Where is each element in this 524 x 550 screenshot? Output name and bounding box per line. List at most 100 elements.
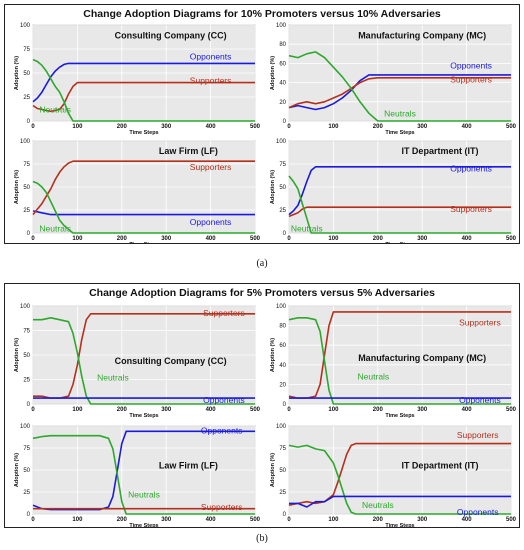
panel-title: IT Department (IT) [401,146,478,156]
series-label-opponents: Opponents [450,60,492,70]
x-tick-label: 0 [287,124,291,130]
x-tick-label: 100 [72,517,83,523]
x-tick-label: 200 [117,124,128,130]
series-line-supporters [32,160,255,216]
x-tick-label: 200 [117,236,128,242]
x-tick-label: 0 [31,236,35,242]
y-tick-label: 20 [279,100,286,106]
y-tick-label: 50 [23,185,30,191]
x-tick-label: 400 [206,407,217,413]
figure-b-caption: (b) [256,533,268,544]
y-tick-label: 50 [23,468,30,474]
y-axis-label: Adoption (%) [270,170,276,204]
series-line-neutrals [32,180,255,234]
x-tick-label: 500 [250,517,261,523]
y-tick-label: 20 [279,382,286,388]
series-line-opponents [288,166,511,216]
y-tick-label: 0 [283,402,287,408]
y-tick-label: 50 [279,185,286,191]
y-tick-label: 75 [23,162,30,168]
x-tick-label: 400 [206,236,217,242]
series-line-neutrals [32,58,255,122]
y-tick-label: 25 [23,378,30,384]
y-tick-label: 0 [27,512,31,518]
series-label-opponents: Opponents [459,395,501,405]
chart-panel-it-department-it: 0 100 200 300 400 500 0 25 50 75 100 Time Steps Adop… [270,424,517,527]
x-tick-label: 0 [31,517,35,523]
y-tick-label: 100 [20,304,31,310]
y-axis-label: Adoption (%) [14,453,20,487]
x-tick-label: 400 [462,407,473,413]
series-label-neutrals: Neutrals [384,108,416,118]
series-label-opponents: Opponents [457,507,499,517]
y-tick-label: 100 [276,424,287,430]
x-axis-label: Time Steps [129,413,158,419]
chart-panel-manufacturing-company-mc: 0 100 200 300 400 500 0 20 40 60 80 100 Time Steps Ad… [270,304,517,419]
y-axis-label: Adoption (%) [14,338,20,372]
y-tick-label: 60 [279,343,286,349]
panel-title: Manufacturing Company (MC) [358,353,486,363]
series-line-supporters [32,81,255,113]
x-tick-label: 200 [117,517,128,523]
panel-title: Law Firm (LF) [159,146,218,156]
figure-a-title: Change Adoption Diagrams for 10% Promote… [83,8,441,20]
y-tick-label: 100 [20,139,31,145]
x-tick-label: 0 [287,517,291,523]
y-tick-label: 0 [27,402,31,408]
y-tick-label: 100 [276,139,287,145]
y-tick-label: 100 [20,424,31,430]
y-tick-label: 50 [23,353,30,359]
y-axis-label: Adoption (%) [14,170,20,204]
series-line-opponents [288,74,511,111]
x-axis-label: Time Steps [385,413,414,419]
x-tick-label: 500 [250,124,261,130]
series-label-neutrals: Neutrals [362,500,394,510]
x-tick-label: 500 [250,236,261,242]
series-label-opponents: Opponents [190,52,232,62]
series-line-neutrals [288,444,511,515]
series-label-opponents: Opponents [450,164,492,174]
x-tick-label: 500 [506,517,517,523]
y-tick-label: 25 [23,490,30,496]
series-line-supporters [288,77,511,109]
x-tick-label: 100 [72,236,83,242]
series-label-supporters: Supporters [450,204,492,214]
y-tick-label: 100 [276,304,287,310]
y-tick-label: 0 [27,119,31,125]
x-tick-label: 400 [206,517,217,523]
y-tick-label: 0 [283,119,287,125]
y-tick-label: 0 [27,231,31,237]
y-axis-label: Adoption (%) [270,338,276,372]
x-tick-label: 100 [328,517,339,523]
x-axis-label: Time Steps [385,523,414,527]
series-label-supporters: Supporters [459,318,501,328]
series-line-supporters [288,206,511,218]
x-tick-label: 200 [373,407,384,413]
y-tick-label: 40 [279,81,286,87]
series-label-opponents: Opponents [203,395,245,405]
series-line-neutrals [288,51,511,122]
y-tick-label: 25 [279,208,286,214]
x-tick-label: 0 [31,407,35,413]
chart-panel-manufacturing-company-mc: 0 100 200 300 400 500 0 20 40 60 80 100 Time Steps Ad… [270,23,517,136]
figure-b: Change Adoption Diagrams for 5% Promoter… [4,283,520,528]
x-tick-label: 400 [462,236,473,242]
panel-title: Consulting Company (CC) [115,31,227,41]
y-tick-label: 75 [23,446,30,452]
x-tick-label: 200 [373,124,384,130]
series-label-supporters: Supporters [203,308,245,318]
series-line-opponents [32,210,255,216]
series-line-neutrals [288,316,511,405]
x-tick-label: 500 [506,124,517,130]
y-tick-label: 100 [276,23,287,29]
figure-a: Change Adoption Diagrams for 10% Promote… [4,4,520,244]
chart-panel-law-firm-lf: 0 100 200 300 400 500 0 25 50 75 100 Time Steps Adop… [14,424,261,527]
y-tick-label: 60 [279,61,286,67]
x-tick-label: 500 [250,407,261,413]
series-label-neutrals: Neutrals [39,104,71,114]
series-label-supporters: Supporters [190,162,232,172]
chart-panel-consulting-company-cc: 0 100 200 300 400 500 0 25 50 75 100 Time Steps Adop… [14,304,261,419]
panel-title: Consulting Company (CC) [115,356,227,366]
y-tick-label: 80 [279,324,286,330]
